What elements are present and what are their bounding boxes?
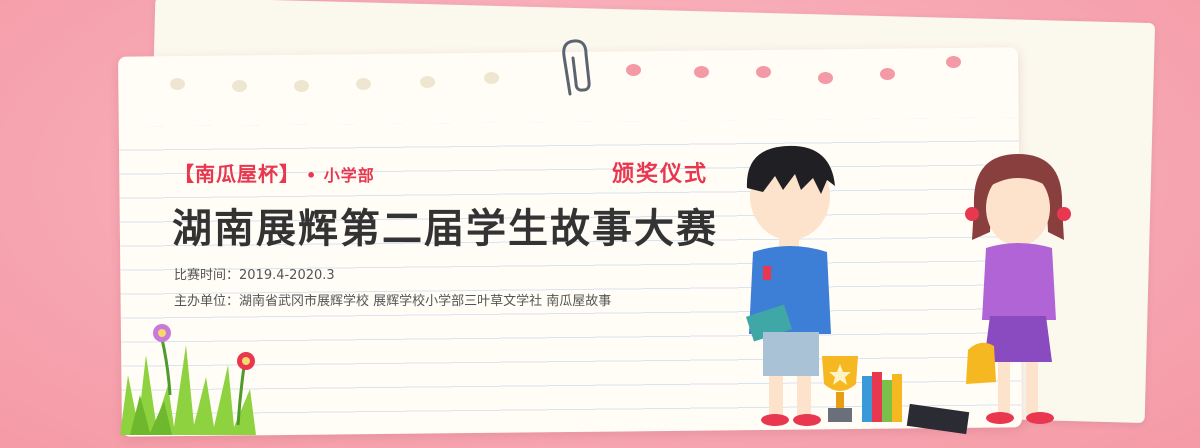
boy-illustration <box>745 145 835 426</box>
binder-hole <box>420 76 435 88</box>
binder-hole <box>818 72 833 84</box>
binder-hole <box>626 64 641 76</box>
page-title: 湖南展辉第二届学生故事大赛 <box>172 206 718 252</box>
girl-illustration <box>965 154 1071 424</box>
trophy-books-illustration <box>822 356 970 435</box>
binder-hole <box>694 66 709 78</box>
binder-hole <box>294 80 309 92</box>
binder-hole <box>170 78 185 90</box>
event-division: • 小学部 <box>306 166 375 185</box>
binder-hole <box>756 66 771 78</box>
competition-time: 比赛时间：2019.4-2020.3 <box>174 268 335 283</box>
binder-hole <box>880 68 895 80</box>
organizer-info: 主办单位：湖南省武冈市展辉学校 展辉学校小学部三叶草文学社 南瓜屋故事 <box>174 294 612 309</box>
binder-hole <box>232 80 247 92</box>
event-tag-line: 【南瓜屋杯】 • 小学部 <box>174 158 375 187</box>
ceremony-label: 颁奖仪式 <box>612 162 709 187</box>
binder-hole <box>356 78 371 90</box>
binder-hole <box>946 56 961 68</box>
event-tag: 【南瓜屋杯】 <box>174 162 300 186</box>
grass-flowers-illustration <box>120 324 256 435</box>
paperclip-icon <box>562 39 591 96</box>
binder-hole <box>484 72 499 84</box>
